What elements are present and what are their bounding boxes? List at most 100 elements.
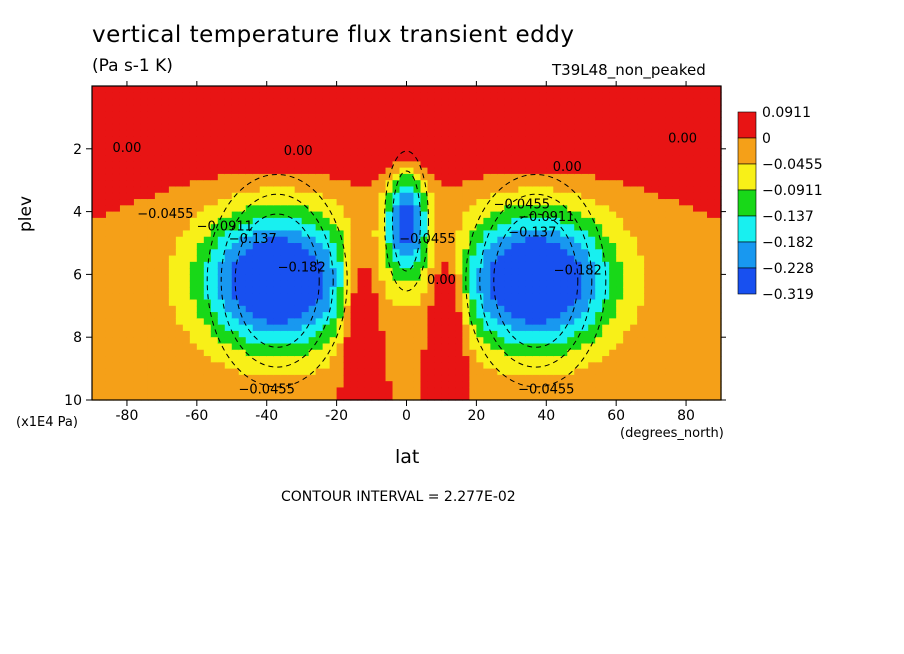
field-cell: [336, 217, 345, 225]
field-cell: [336, 236, 345, 244]
field-cell: [92, 343, 100, 351]
field-cell: [392, 243, 401, 250]
field-cell: [105, 104, 114, 112]
field-cell: [581, 86, 589, 93]
field-cell: [616, 393, 624, 401]
field-cell: [497, 186, 505, 194]
field-cell: [126, 155, 135, 162]
field-cell: [616, 86, 624, 93]
field-cell: [217, 211, 226, 219]
field-cell: [161, 104, 170, 112]
field-cell: [140, 274, 149, 282]
field-cell: [168, 381, 177, 389]
field-cell: [651, 368, 659, 376]
field-cell: [322, 286, 331, 294]
field-cell: [623, 249, 631, 257]
field-cell: [301, 337, 310, 345]
field-cell: [147, 192, 156, 200]
field-cell: [672, 280, 680, 288]
field-cell: [308, 280, 317, 288]
field-cell: [483, 299, 491, 307]
field-cell: [224, 274, 233, 282]
field-cell: [525, 393, 533, 401]
field-cell: [658, 224, 666, 232]
field-cell: [518, 387, 526, 395]
field-cell: [287, 362, 296, 370]
field-cell: [469, 161, 477, 169]
field-cell: [623, 173, 631, 181]
field-cell: [448, 312, 457, 319]
field-cell: [448, 211, 457, 219]
field-cell: [469, 330, 477, 338]
field-cell: [665, 330, 673, 338]
field-cell: [273, 224, 282, 232]
field-cell: [105, 305, 114, 313]
field-cell: [595, 211, 603, 219]
field-cell: [168, 261, 177, 269]
field-cell: [665, 199, 673, 206]
field-cell: [539, 86, 547, 93]
field-cell: [518, 129, 526, 137]
field-cell: [238, 148, 247, 156]
field-cell: [630, 142, 638, 150]
field-cell: [455, 324, 464, 332]
field-cell: [105, 249, 114, 257]
field-cell: [511, 286, 519, 294]
field-cell: [266, 98, 275, 106]
field-cell: [308, 255, 317, 263]
field-cell: [616, 305, 624, 313]
field-cell: [469, 393, 477, 401]
field-cell: [644, 356, 652, 363]
field-cell: [434, 381, 443, 389]
field-cell: [518, 98, 526, 106]
field-cell: [602, 180, 610, 188]
field-cell: [462, 186, 470, 194]
field-cell: [679, 249, 687, 257]
field-cell: [420, 123, 429, 131]
field-cell: [203, 249, 212, 257]
field-cell: [280, 123, 289, 131]
field-cell: [119, 230, 128, 238]
field-cell: [357, 111, 366, 118]
field-cell: [434, 318, 443, 326]
field-cell: [217, 243, 226, 250]
field-cell: [658, 362, 666, 370]
field-cell: [385, 148, 394, 156]
field-cell: [490, 324, 498, 332]
field-cell: [105, 117, 114, 125]
field-cell: [595, 356, 603, 363]
field-cell: [119, 249, 128, 257]
field-cell: [602, 299, 610, 307]
field-cell: [252, 129, 261, 137]
field-cell: [301, 173, 310, 181]
field-cell: [504, 148, 512, 156]
field-cell: [308, 86, 317, 93]
field-cell: [378, 249, 387, 257]
field-cell: [497, 230, 505, 238]
field-cell: [497, 312, 505, 319]
field-cell: [469, 286, 477, 294]
field-cell: [126, 173, 135, 181]
field-cell: [679, 129, 687, 137]
field-cell: [427, 293, 436, 301]
field-cell: [434, 374, 443, 382]
field-cell: [630, 374, 638, 382]
field-cell: [546, 192, 554, 200]
field-cell: [133, 337, 142, 345]
field-cell: [455, 192, 464, 200]
field-cell: [294, 98, 303, 106]
field-cell: [392, 268, 401, 275]
field-cell: [133, 293, 142, 301]
field-cell: [462, 86, 470, 93]
field-cell: [497, 330, 505, 338]
field-cell: [238, 305, 247, 313]
field-cell: [658, 123, 666, 131]
field-cell: [105, 111, 114, 118]
field-cell: [280, 136, 289, 144]
field-cell: [546, 86, 554, 93]
field-cell: [462, 362, 470, 370]
field-cell: [392, 324, 401, 332]
field-cell: [357, 142, 366, 150]
field-cell: [483, 293, 491, 301]
field-cell: [686, 86, 694, 93]
